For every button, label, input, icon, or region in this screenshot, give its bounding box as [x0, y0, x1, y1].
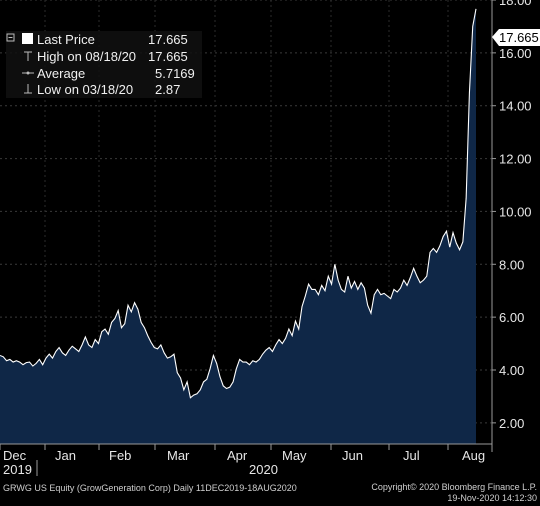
y-tick-label: 6.00: [499, 310, 524, 325]
last-price-swatch-icon: [22, 33, 33, 44]
legend-label-low: Low on 03/18/20: [37, 82, 133, 97]
legend-box: [6, 31, 202, 98]
high-marker-icon: [24, 51, 32, 61]
average-marker-icon: [22, 71, 34, 75]
x-tick-label: Feb: [109, 448, 131, 463]
price-line: [0, 8, 477, 399]
x-axis-ticks: Dec Jan Feb Mar Apr May Jun Jul Aug: [0, 444, 485, 463]
y-tick-label: 16.00: [499, 46, 532, 61]
legend-value-high: 17.665: [148, 49, 188, 64]
x-tick-label: Jan: [55, 448, 76, 463]
legend-value-last-price: 17.665: [148, 32, 188, 47]
y-tick-label: 12.00: [499, 152, 532, 167]
x-tick-label: Jul: [403, 448, 420, 463]
price-area: [0, 8, 476, 444]
low-marker-icon: [24, 84, 32, 94]
legend-value-average: 5.7169: [155, 66, 195, 81]
last-price-badge-text: 17.665: [499, 30, 539, 45]
x-tick-label: May: [282, 448, 307, 463]
legend-value-low: 2.87: [155, 82, 180, 97]
year-label: 2019: [3, 462, 32, 477]
legend-collapse-icon[interactable]: [6, 33, 15, 42]
y-tick-label: 10.00: [499, 204, 532, 219]
y-tick-label: 14.00: [499, 99, 532, 114]
x-tick-label: Jun: [342, 448, 363, 463]
x-tick-label: Dec: [3, 448, 27, 463]
footer-timestamp: 19-Nov-2020 14:12:30: [447, 493, 537, 503]
last-price-badge: 17.665: [492, 29, 540, 46]
y-tick-label: 2.00: [499, 416, 524, 431]
year-label: 2020: [249, 462, 278, 477]
y-axis-ticks: 2.00 4.00 6.00 8.00 10.00 12.00 14.00 16.00 18.0…: [492, 0, 532, 431]
legend-label-last-price: Last Price: [37, 32, 95, 47]
legend-label-average: Average: [37, 66, 85, 81]
x-tick-label: Mar: [167, 448, 190, 463]
y-tick-label: 18.00: [499, 0, 532, 8]
y-tick-label: 8.00: [499, 257, 524, 272]
x-tick-label: Apr: [227, 448, 248, 463]
y-tick-label: 4.00: [499, 363, 524, 378]
footer-security: GRWG US Equity (GrowGeneration Corp) Dai…: [3, 483, 297, 493]
legend-label-high: High on 08/18/20: [37, 49, 136, 64]
legend: Last Price 17.665 High on 08/18/20 17.66…: [6, 31, 202, 98]
footer-copyright: Copyright© 2020 Bloomberg Finance L.P.: [371, 482, 537, 492]
year-labels: 2019 2020: [3, 460, 278, 477]
x-tick-label: Aug: [462, 448, 485, 463]
